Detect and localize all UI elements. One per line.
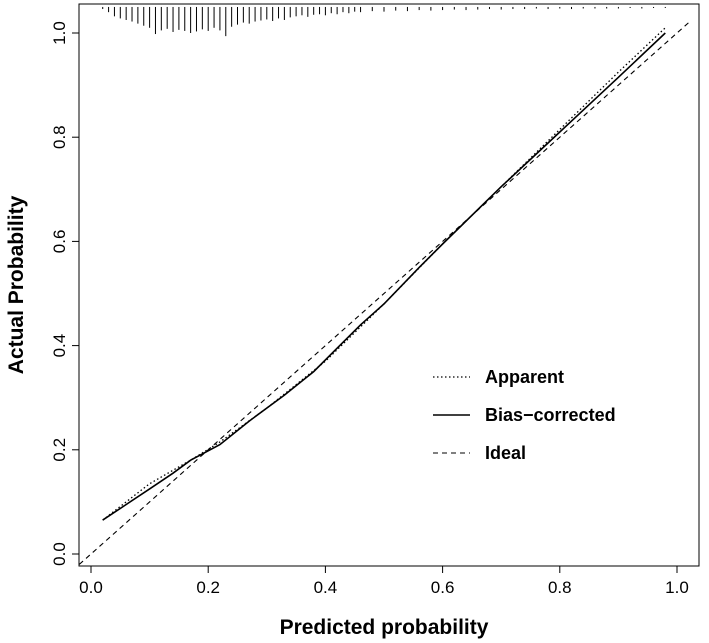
y-tick-label: 0.2	[50, 438, 69, 462]
x-tick-label: 0.2	[196, 578, 220, 597]
series-line-dotted	[102, 27, 666, 521]
series-line-dashed	[78, 22, 690, 565]
y-axis: 0.0 0.2 0.4 0.6 0.8 1.0	[50, 21, 79, 566]
y-tick-label: 1.0	[50, 21, 69, 45]
x-tick-label: 0.8	[548, 578, 572, 597]
series-line-solid	[102, 32, 666, 521]
legend: Apparent Bias−corrected Ideal	[433, 367, 616, 463]
x-axis-title: Predicted probability	[280, 616, 489, 639]
y-tick-label: 0.8	[50, 125, 69, 149]
y-tick-label: 0.6	[50, 230, 69, 254]
y-tick-label: 0.4	[50, 334, 69, 358]
x-axis: 0.0 0.2 0.4 0.6 0.8 1.0	[79, 566, 689, 597]
x-tick-label: 0.4	[314, 578, 338, 597]
plot-frame	[78, 3, 700, 567]
legend-label: Ideal	[485, 443, 526, 463]
x-tick-label: 0.0	[79, 578, 103, 597]
legend-label: Bias−corrected	[485, 405, 616, 425]
prediction-rug	[102, 6, 666, 37]
series-layer	[78, 22, 690, 565]
x-tick-label: 0.6	[431, 578, 455, 597]
y-axis-title: Actual Probability	[5, 195, 28, 374]
y-tick-label: 0.0	[50, 542, 69, 566]
legend-label: Apparent	[485, 367, 564, 387]
x-tick-label: 1.0	[665, 578, 689, 597]
